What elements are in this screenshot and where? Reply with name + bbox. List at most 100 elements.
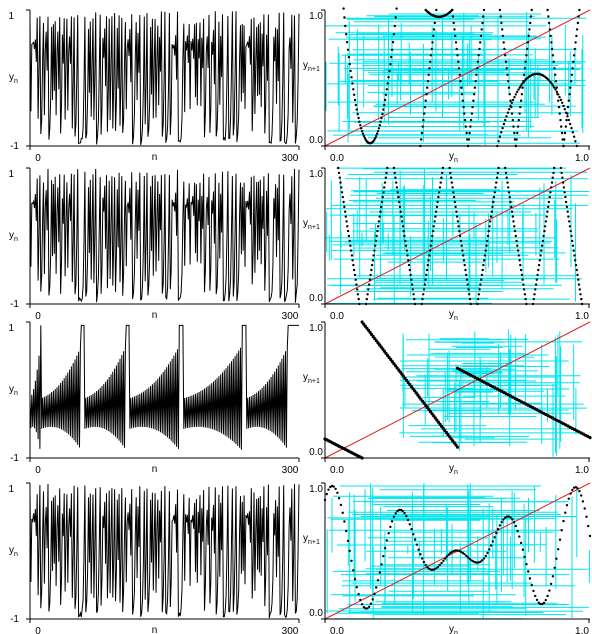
map-point: [571, 244, 575, 247]
map-point: [432, 225, 435, 228]
map-point: [354, 278, 357, 281]
map-point: [375, 132, 379, 135]
map-point: [382, 555, 385, 558]
map-point: [537, 268, 540, 272]
map-point: [501, 34, 505, 38]
map-point: [518, 112, 521, 115]
cobweb-path: [325, 12, 587, 147]
map-point: [469, 118, 473, 122]
map-point: [568, 220, 571, 223]
map-point: [391, 41, 395, 44]
map-point: [486, 239, 489, 243]
map-point: [343, 205, 346, 209]
map-point: [385, 539, 388, 542]
map-point: [399, 210, 402, 213]
map-point: [557, 548, 560, 551]
map-point: [508, 195, 511, 199]
map-point: [522, 288, 526, 291]
map-point: [499, 15, 502, 18]
map-point: [385, 88, 388, 91]
map-point: [507, 186, 510, 189]
map-point: [454, 41, 458, 44]
map-point: [545, 215, 548, 218]
map-point: [588, 436, 592, 440]
map-point: [368, 605, 371, 608]
map-point: [544, 598, 547, 602]
map-point: [540, 249, 543, 252]
map-point: [458, 234, 462, 238]
map-point: [343, 520, 346, 523]
map-point: [368, 278, 372, 281]
map-point: [378, 215, 381, 218]
map-point: [574, 263, 578, 267]
map-point: [383, 98, 387, 102]
map-point: [532, 297, 535, 301]
x-tick-label-right: 1.0: [575, 465, 589, 476]
map-point: [381, 195, 384, 199]
map-point: [550, 186, 553, 189]
y-tick-label-top: 1: [8, 484, 14, 495]
map-point: [571, 131, 574, 134]
map-point: [568, 122, 572, 126]
map-point: [341, 511, 344, 514]
map-point: [393, 171, 396, 175]
map-point: [534, 594, 537, 598]
map-point: [436, 565, 440, 569]
map-point: [548, 28, 552, 31]
map-point: [481, 268, 484, 272]
map-point: [514, 234, 517, 238]
map-point: [387, 76, 390, 79]
map-point: [553, 86, 556, 89]
map-point: [461, 551, 464, 555]
map-point: [563, 108, 566, 111]
map-point: [568, 225, 572, 228]
map-point: [357, 593, 360, 596]
map-point: [578, 490, 581, 493]
map-point: [504, 54, 507, 57]
map-point: [357, 297, 360, 301]
map-point: [509, 99, 512, 102]
map-point: [440, 176, 443, 179]
map-point: [352, 93, 356, 97]
map-point: [472, 99, 475, 102]
map-point: [469, 125, 472, 128]
map-point: [558, 95, 561, 99]
map-point: [500, 21, 503, 25]
map-point: [355, 108, 358, 111]
map-point: [550, 181, 554, 184]
map-point: [453, 28, 456, 31]
map-point: [483, 254, 487, 257]
map-point: [505, 515, 509, 518]
map-point: [568, 93, 571, 96]
map-point: [513, 225, 516, 228]
map-point: [432, 28, 436, 31]
map-point: [375, 586, 378, 589]
map-point: [403, 511, 406, 515]
map-point: [380, 205, 383, 209]
map-point: [585, 515, 588, 518]
map-point: [529, 21, 532, 25]
map-point: [541, 603, 544, 606]
map-point: [417, 548, 420, 551]
map-point: [394, 176, 397, 179]
map-point: [478, 288, 481, 291]
map-point: [362, 134, 366, 138]
map-point: [484, 249, 487, 252]
map-point: [380, 563, 383, 566]
map-point: [574, 140, 577, 143]
map-point: [353, 98, 357, 102]
map-point: [477, 561, 480, 564]
map-point: [426, 80, 430, 83]
map-point: [401, 225, 405, 228]
map-point: [495, 531, 498, 535]
map-point: [359, 598, 362, 602]
map-point: [428, 567, 431, 570]
map-point: [543, 225, 547, 228]
map-point: [344, 215, 347, 218]
map-point: [371, 259, 375, 262]
map-point: [425, 268, 429, 272]
map-point: [424, 99, 427, 102]
map-point: [388, 69, 391, 73]
map-point: [403, 234, 406, 238]
map-point: [519, 541, 523, 545]
